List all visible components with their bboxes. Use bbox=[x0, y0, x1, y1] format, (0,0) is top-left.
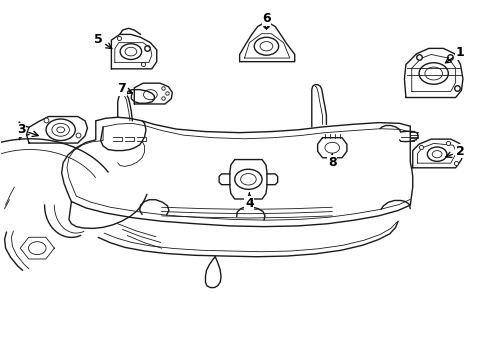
Circle shape bbox=[424, 67, 442, 80]
Circle shape bbox=[125, 47, 137, 56]
Text: 7: 7 bbox=[117, 82, 132, 95]
Circle shape bbox=[260, 41, 272, 51]
Circle shape bbox=[240, 174, 256, 185]
Text: 4: 4 bbox=[244, 193, 253, 210]
Text: 8: 8 bbox=[327, 154, 336, 168]
Circle shape bbox=[28, 242, 46, 255]
Text: 3: 3 bbox=[17, 123, 38, 136]
Circle shape bbox=[427, 147, 446, 161]
Circle shape bbox=[234, 169, 262, 189]
Circle shape bbox=[57, 127, 64, 133]
Circle shape bbox=[143, 90, 157, 100]
Text: 2: 2 bbox=[445, 145, 464, 158]
Circle shape bbox=[120, 44, 142, 59]
Text: 5: 5 bbox=[94, 33, 112, 49]
Circle shape bbox=[418, 63, 447, 84]
Circle shape bbox=[325, 142, 339, 153]
Circle shape bbox=[52, 123, 69, 136]
Text: 1: 1 bbox=[445, 46, 464, 63]
Text: 6: 6 bbox=[262, 12, 270, 29]
Circle shape bbox=[431, 150, 441, 158]
Circle shape bbox=[46, 119, 75, 140]
Circle shape bbox=[254, 37, 278, 55]
